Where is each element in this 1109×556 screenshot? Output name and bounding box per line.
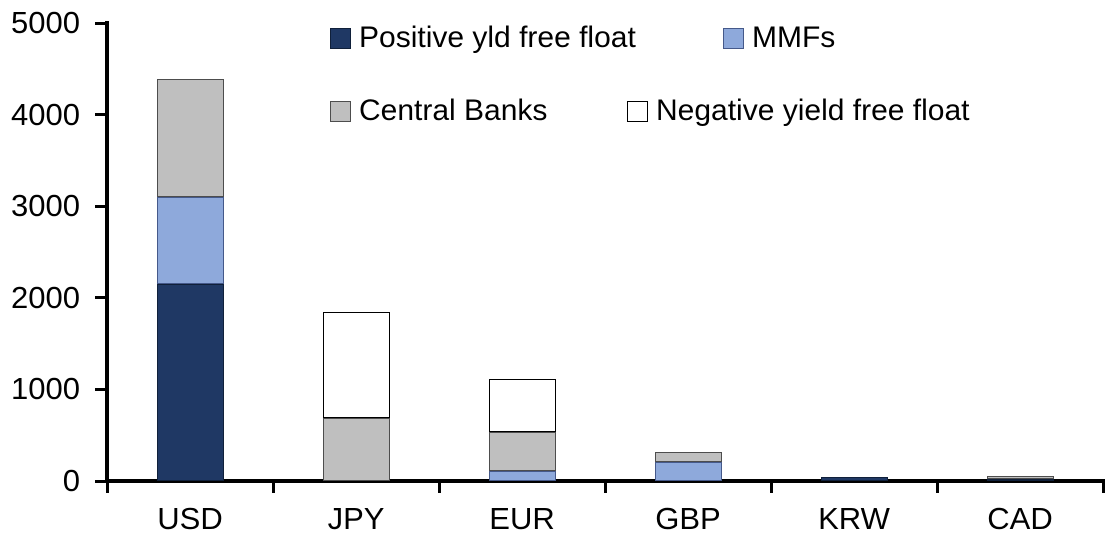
y-tick-label: 3000 [11,188,80,224]
legend-item-central-banks: Central Banks [330,94,547,128]
bar-segment-gbp-central-banks [654,451,722,462]
x-category-label-usd: USD [157,501,223,536]
legend-label-central-banks: Central Banks [359,94,548,127]
bar-segment-eur-central-banks [488,431,556,471]
bar-segment-gbp-mmfs [654,461,722,481]
y-tick-mark [95,387,105,391]
y-tick-mark [95,296,105,300]
y-tick-label: 5000 [11,5,80,40]
x-category-label-cad: CAD [987,501,1053,536]
y-tick-label: 4000 [11,96,80,132]
legend-swatch-positive-yld-free-float [330,27,351,49]
bar-segment-krw-positive-yld-free-float [820,477,888,481]
y-tick-mark [95,479,105,483]
legend-item-positive-yld-free-float: Positive yld free float [330,21,636,55]
y-tick-label: 2000 [11,279,80,315]
bar-segment-cad-central-banks [986,475,1054,479]
x-tick-mark [603,483,607,493]
legend-item-negative-yield-free-float: Negative yield free float [627,94,970,128]
x-tick-mark [935,483,939,493]
x-tick-mark [105,483,109,493]
x-category-label-gbp: GBP [655,501,721,536]
bar-segment-eur-negative-yield-free-float [488,378,556,432]
bar-segment-jpy-negative-yield-free-float [322,311,390,418]
y-tick-mark [95,204,105,208]
legend-swatch-central-banks [330,100,351,122]
bar-segment-usd-central-banks [156,78,224,198]
bar-segment-usd-positive-yld-free-float [156,284,224,481]
legend-label-negative-yield-free-float: Negative yield free float [656,94,970,127]
bar-segment-usd-mmfs [156,197,224,285]
legend-swatch-mmfs [723,27,744,49]
y-tick-mark [95,113,105,117]
x-tick-mark [437,483,441,493]
x-tick-mark [1101,483,1105,493]
x-category-label-krw: KRW [818,501,890,536]
y-tick-label: 0 [62,463,80,498]
legend-label-positive-yld-free-float: Positive yld free float [359,21,636,54]
y-tick-label: 1000 [11,371,80,407]
y-axis-line [105,21,109,483]
legend-label-mmfs: MMFs [752,21,836,54]
bar-segment-jpy-central-banks [322,417,390,481]
x-tick-mark [769,483,773,493]
y-tick-mark [95,21,105,25]
x-tick-mark [271,483,275,493]
bar-segment-eur-mmfs [488,470,556,481]
x-category-label-eur: EUR [489,501,555,536]
x-category-label-jpy: JPY [327,501,385,536]
legend-item-mmfs: MMFs [723,21,835,55]
bar-segment-cad-positive-yld-free-float [986,478,1054,481]
legend-swatch-negative-yield-free-float [627,100,648,122]
x-axis-line [105,479,1105,483]
